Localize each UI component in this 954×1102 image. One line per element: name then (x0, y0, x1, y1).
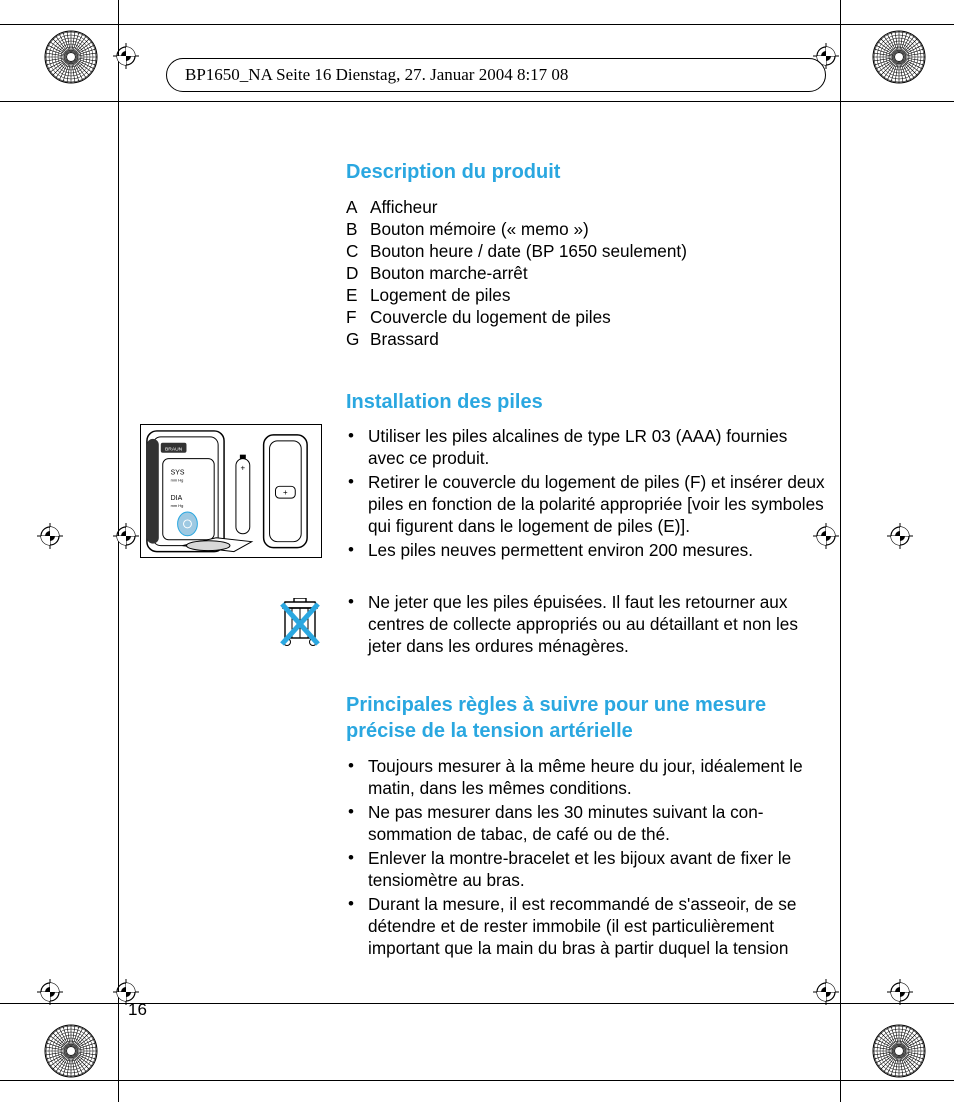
definition-row: GBrassard (346, 328, 826, 350)
definition-key: B (346, 218, 370, 240)
page-number: 16 (128, 1000, 147, 1020)
svg-text:DIA: DIA (171, 495, 183, 502)
crop-line (840, 0, 841, 1102)
crop-line (0, 101, 954, 102)
definition-row: BBouton mémoire (« memo ») (346, 218, 826, 240)
crop-line (0, 24, 954, 25)
registration-mark-icon (37, 979, 63, 1005)
definition-label: Couvercle du logement de piles (370, 306, 611, 328)
battery-illustration-svg: BRAUN SYS mm Hg DIA mm Hg + + (141, 425, 321, 558)
definition-list: AAfficheurBBouton mémoire (« memo »)CBou… (346, 196, 826, 350)
bullet-item: Les piles neuves permettent environ 200 … (346, 539, 826, 561)
bullet-item: Utiliser les piles alcalines de type LR … (346, 425, 826, 469)
definition-label: Bouton heure / date (BP 1650 seulement) (370, 240, 687, 262)
heading-description: Description du produit (346, 160, 826, 186)
definition-row: ELogement de piles (346, 284, 826, 306)
definition-key: D (346, 262, 370, 284)
heading-rules: Principales règles à suivre pour une mes… (346, 693, 826, 744)
svg-text:mm Hg: mm Hg (171, 477, 184, 482)
registration-mark-icon (37, 523, 63, 549)
svg-text:+: + (241, 463, 246, 472)
crop-line (0, 1080, 954, 1081)
definition-label: Afficheur (370, 196, 438, 218)
definition-label: Bouton mémoire (« memo ») (370, 218, 589, 240)
definition-row: CBouton heure / date (BP 1650 seulement) (346, 240, 826, 262)
spiral-mark-icon (44, 1024, 98, 1078)
rules-bullets: Toujours mesurer à la même heure du jour… (346, 755, 826, 959)
bullet-item: Retirer le couvercle du logement de pile… (346, 471, 826, 537)
bullet-item: Enlever la montre-bracelet et les bijoux… (346, 847, 826, 891)
bullet-item: Durant la mesure, il est recommandé de s… (346, 893, 826, 959)
running-head-text: BP1650_NA Seite 16 Dienstag, 27. Januar … (185, 65, 568, 85)
svg-text:mm Hg: mm Hg (171, 503, 184, 508)
definition-label: Bouton marche-arrêt (370, 262, 528, 284)
registration-mark-icon (813, 979, 839, 1005)
spiral-mark-icon (872, 30, 926, 84)
heading-install: Installation des piles (346, 390, 826, 416)
spiral-mark-icon (44, 30, 98, 84)
bullet-item: Toujours mesurer à la même heure du jour… (346, 755, 826, 799)
svg-text:+: + (283, 488, 288, 497)
registration-mark-icon (887, 979, 913, 1005)
install-bullets-2: Ne jeter que les piles épuisées. Il faut… (346, 591, 826, 657)
bullet-item: Ne pas mesurer dans les 30 minutes suiva… (346, 801, 826, 845)
svg-text:SYS: SYS (171, 469, 185, 476)
definition-row: DBouton marche-arrêt (346, 262, 826, 284)
definition-row: FCouvercle du logement de piles (346, 306, 826, 328)
install-bullets-1: Utiliser les piles alcalines de type LR … (346, 425, 826, 561)
page-content: Description du produit AAfficheurBBouton… (346, 160, 826, 961)
crop-line (118, 0, 119, 1102)
registration-mark-icon (113, 523, 139, 549)
definition-label: Logement de piles (370, 284, 510, 306)
bullet-item: Ne jeter que les piles épuisées. Il faut… (346, 591, 826, 657)
definition-label: Brassard (370, 328, 439, 350)
definition-row: AAfficheur (346, 196, 826, 218)
registration-mark-icon (887, 523, 913, 549)
definition-key: E (346, 284, 370, 306)
battery-illustration: BRAUN SYS mm Hg DIA mm Hg + + (140, 424, 322, 558)
spiral-mark-icon (872, 1024, 926, 1078)
definition-key: F (346, 306, 370, 328)
running-head: BP1650_NA Seite 16 Dienstag, 27. Januar … (166, 58, 826, 92)
definition-key: G (346, 328, 370, 350)
definition-key: A (346, 196, 370, 218)
waste-bin-icon (279, 598, 321, 650)
registration-mark-icon (113, 43, 139, 69)
svg-text:BRAUN: BRAUN (165, 447, 183, 453)
definition-key: C (346, 240, 370, 262)
